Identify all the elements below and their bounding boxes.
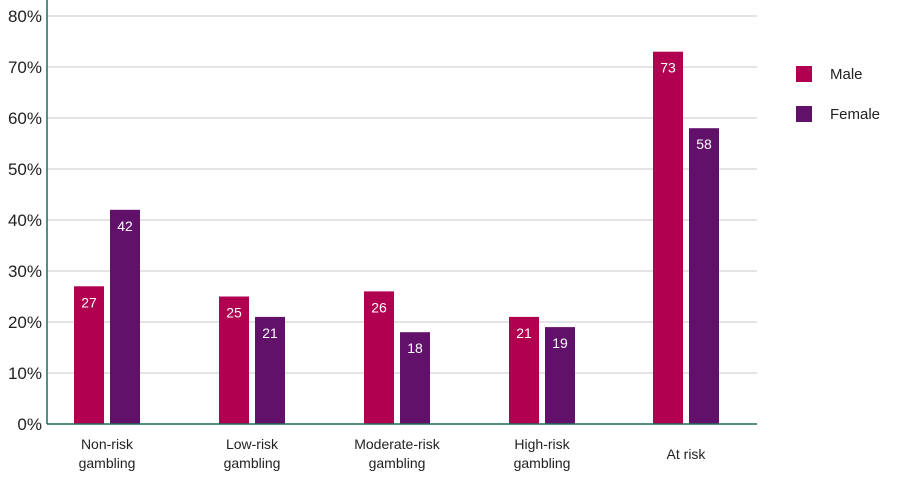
legend: Male Female [796,66,880,123]
y-tick-label: 30% [8,262,42,281]
bar-male [74,286,104,424]
bar-female [255,316,285,424]
x-category-label: Low-risk [226,436,279,452]
bar-male [653,51,683,424]
x-category-label: High-risk [514,436,570,452]
y-axis-tick-labels: 0% 10% 20% 30% 40% 50% 60% 70% 80% [8,7,42,434]
bar-female [545,327,575,424]
data-label: 25 [226,305,242,321]
gridlines [47,15,757,374]
x-category-label: Moderate-risk [354,436,441,452]
data-label: 27 [81,294,97,310]
bar-male [219,296,249,424]
x-category-label: gambling [369,455,426,471]
x-category-label: gambling [514,455,571,471]
y-tick-label: 80% [8,7,42,26]
bar-male [364,291,394,424]
bar-female [400,332,430,424]
data-label: 21 [516,325,532,341]
data-labels: 27 42 25 21 26 18 21 19 73 58 [81,60,712,357]
y-tick-label: 60% [8,109,42,128]
data-label: 18 [407,340,423,356]
data-label: 58 [696,136,712,152]
bar-female [689,128,719,424]
data-label: 21 [262,325,278,341]
y-tick-label: 40% [8,211,42,230]
legend-label-male: Male [830,66,863,83]
bar-female [110,209,140,424]
x-category-label: gambling [79,455,136,471]
x-axis-category-labels: Non-risk gambling Low-risk gambling Moderate… [79,436,707,471]
y-tick-label: 20% [8,313,42,332]
legend-swatch-male [796,66,812,82]
y-tick-label: 0% [17,415,42,434]
x-category-label: Non-risk [81,436,134,452]
x-category-label: gambling [224,455,281,471]
data-label: 73 [660,60,676,76]
bar-male [509,316,539,424]
y-tick-label: 50% [8,160,42,179]
legend-swatch-female [796,106,812,122]
data-label: 19 [552,335,568,351]
axes [46,0,757,425]
legend-label-female: Female [830,106,880,123]
bars [74,51,719,424]
y-tick-label: 10% [8,364,42,383]
data-label: 26 [371,299,387,315]
x-category-label: At risk [667,446,707,462]
y-tick-label: 70% [8,58,42,77]
data-label: 42 [117,218,133,234]
